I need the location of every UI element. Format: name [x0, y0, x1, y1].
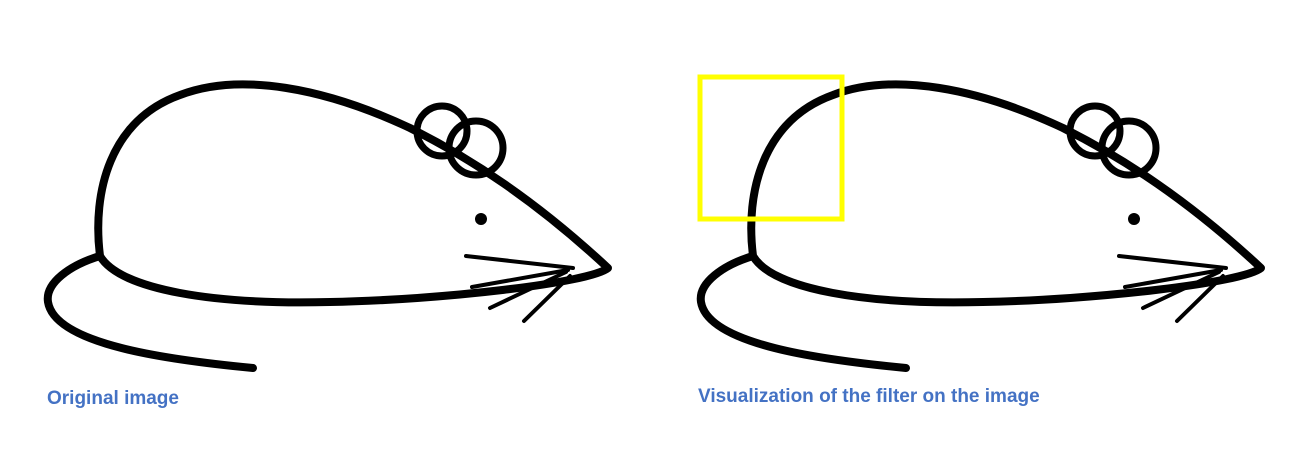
whisker-4 [522, 274, 572, 323]
whisker-4 [1175, 274, 1225, 323]
whisker-1 [1117, 254, 1228, 270]
mouse-tail [696, 252, 910, 372]
mouse-eye [1128, 213, 1140, 225]
mouse-ear-back [1066, 102, 1124, 160]
visualization-panel: Visualization of the filter on the image [653, 0, 1306, 454]
mouse-tail [43, 252, 257, 372]
filter-box [697, 74, 845, 222]
whisker-2 [1123, 268, 1223, 289]
mouse-eye [475, 213, 487, 225]
visualization-mouse-icon [696, 74, 1265, 372]
whisker-3 [1141, 270, 1221, 310]
whisker-2 [470, 268, 570, 289]
original-image-caption: Original image [47, 388, 179, 409]
whisker-1 [464, 254, 575, 270]
mouse-body [747, 80, 1265, 307]
whisker-3 [488, 270, 568, 310]
mouse-body [94, 80, 612, 307]
mouse-ear-front [445, 117, 507, 179]
visualization-caption: Visualization of the filter on the image [698, 386, 1040, 407]
mouse-ear-front [1098, 117, 1160, 179]
mouse-ear-back [413, 102, 471, 160]
original-mouse-icon [43, 80, 612, 372]
original-panel: Original image [43, 80, 612, 409]
